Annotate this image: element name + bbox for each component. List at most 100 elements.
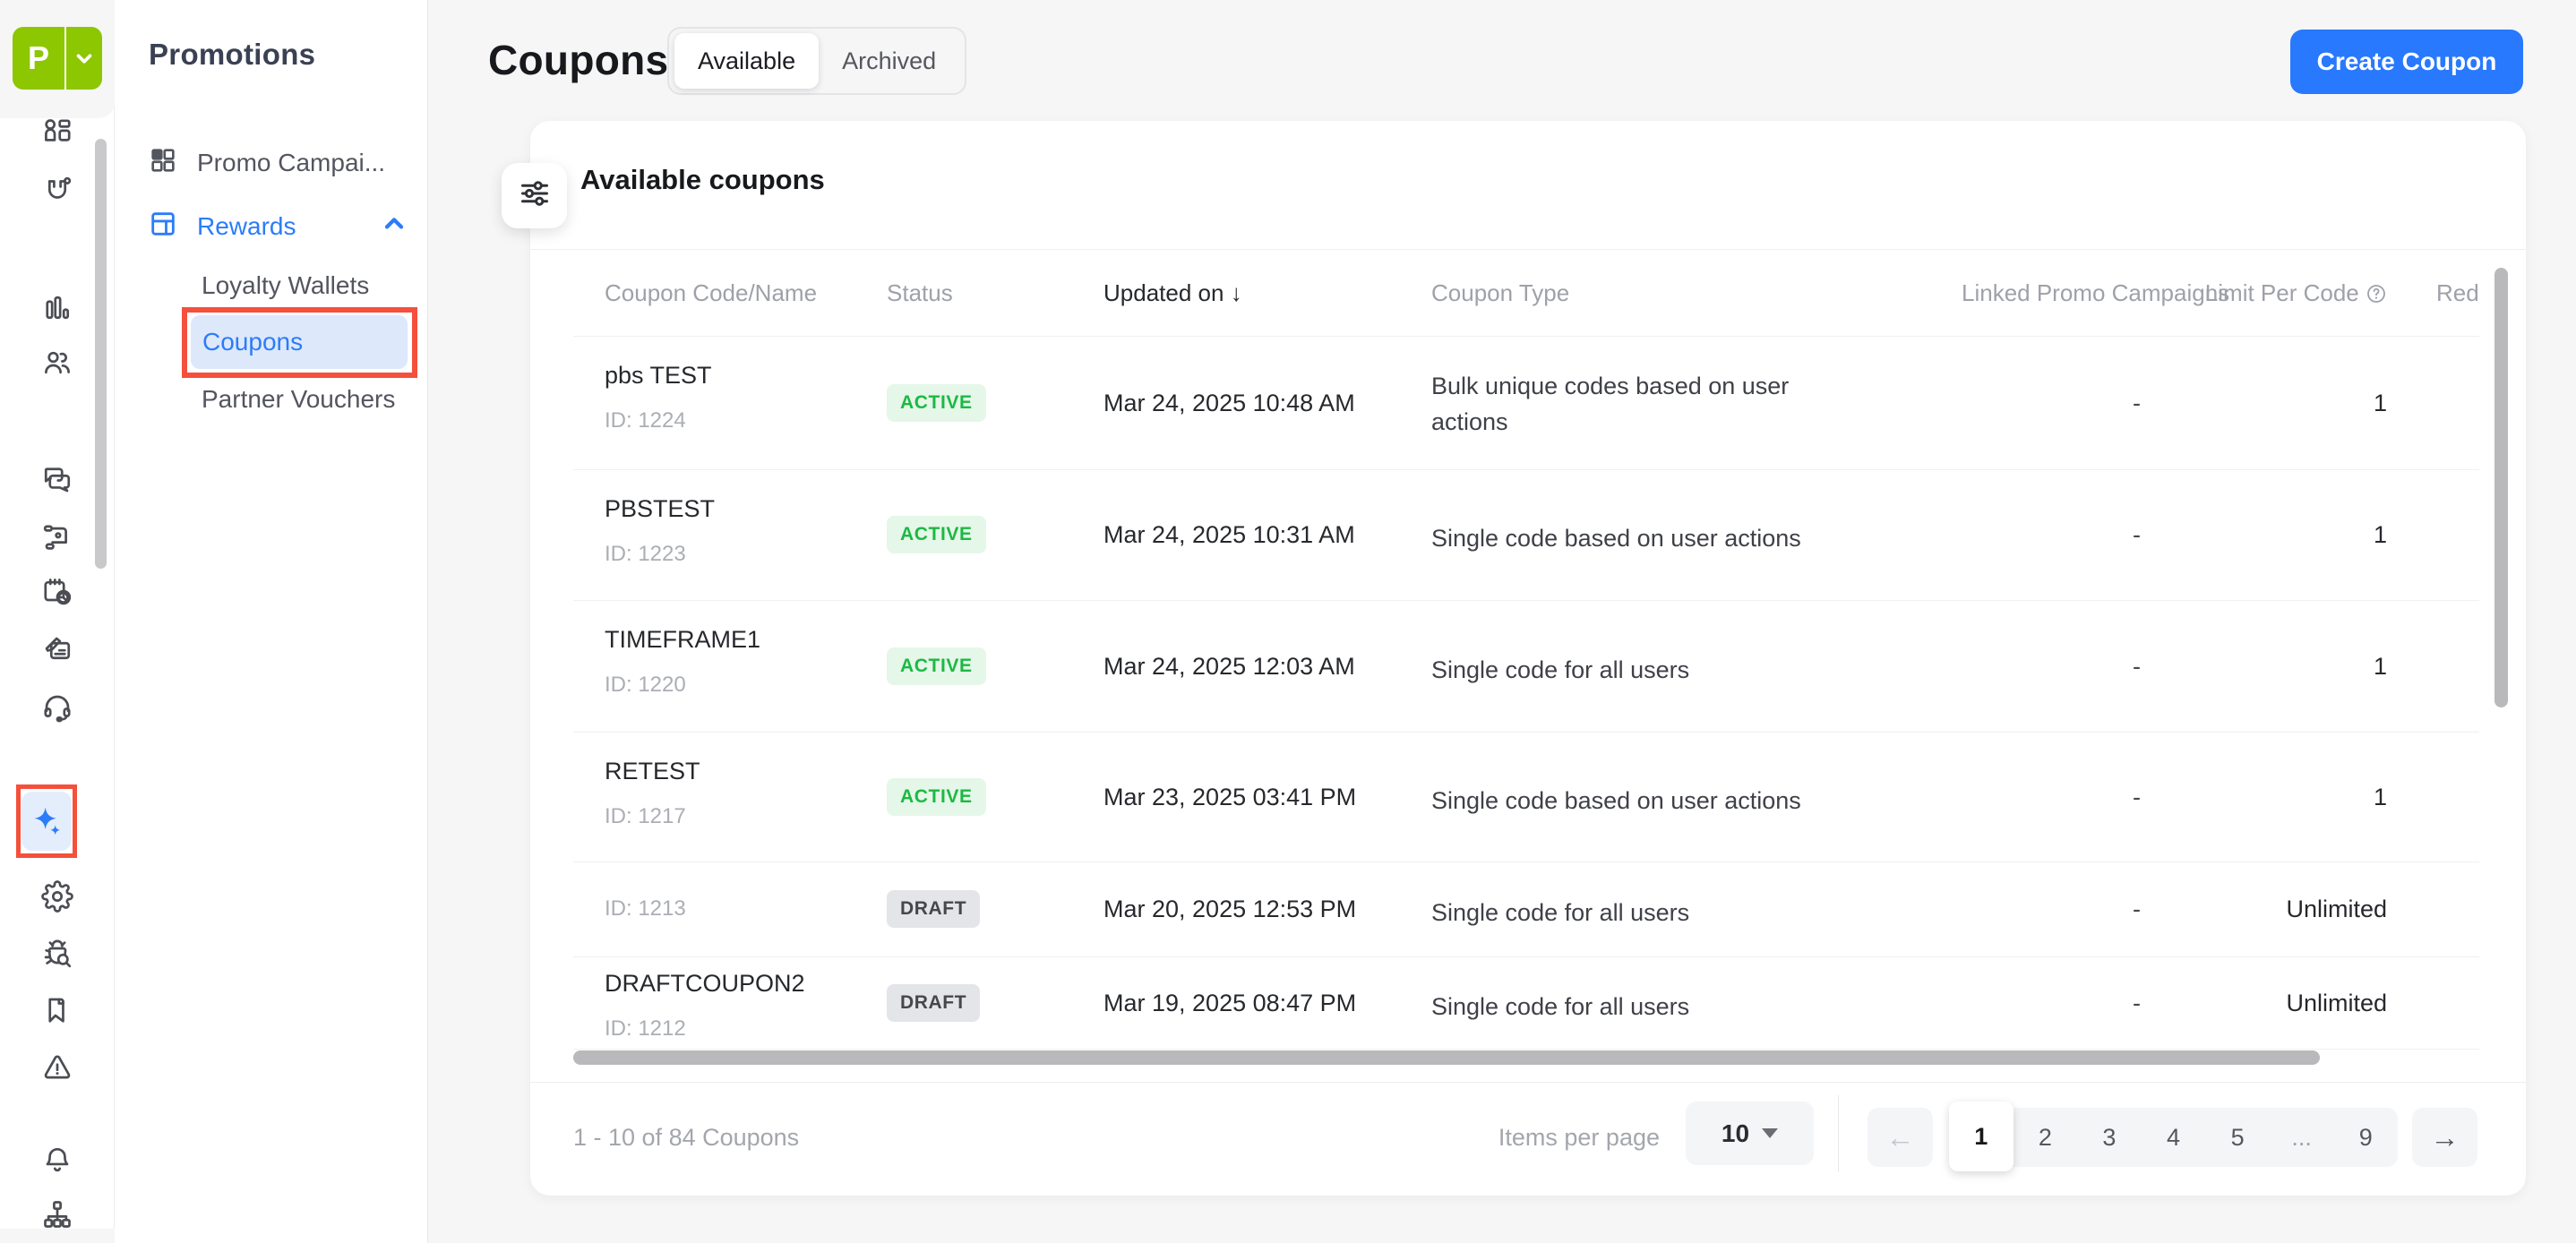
column-header-linked-campaigns[interactable]: Linked Promo Campaigns bbox=[1962, 279, 2230, 306]
coupon-type-cell: Single code based on user actions bbox=[1431, 525, 1801, 552]
arrow-left-icon: ← bbox=[1885, 1120, 1915, 1153]
pagination-page-2[interactable]: 2 bbox=[2038, 1123, 2052, 1151]
gear-icon[interactable] bbox=[39, 879, 75, 914]
coupon-id: ID: 1220 bbox=[605, 673, 686, 697]
coupon-id: ID: 1213 bbox=[605, 896, 686, 921]
coupon-name: TIMEFRAME1 bbox=[605, 626, 761, 653]
limit-per-code-cell: 1 bbox=[2373, 390, 2387, 416]
pagination-prev-button[interactable]: ← bbox=[1868, 1108, 1933, 1167]
coupon-name: DRAFTCOUPON2 bbox=[605, 970, 805, 997]
filter-button[interactable] bbox=[502, 163, 567, 228]
sidebar-item-coupons[interactable]: Coupons bbox=[191, 315, 408, 369]
annotation-box-coupons bbox=[182, 307, 417, 378]
column-header-limit-per-code[interactable]: Limit Per Code bbox=[2163, 279, 2387, 307]
pagination-page-9[interactable]: 9 bbox=[2358, 1123, 2373, 1151]
card-title: Available coupons bbox=[580, 164, 825, 195]
linked-campaigns-cell: - bbox=[2133, 390, 2141, 416]
table-row[interactable]: RETEST ID: 1217 ACTIVE Mar 23, 2025 03:41 P… bbox=[530, 733, 2479, 862]
create-coupon-button[interactable]: Create Coupon bbox=[2290, 30, 2523, 94]
table-row[interactable]: pbs TEST ID: 1224 ACTIVE Mar 24, 2025 10:48… bbox=[530, 337, 2479, 470]
table-row[interactable]: PBSTEST ID: 1223 ACTIVE Mar 24, 2025 10:31 … bbox=[530, 470, 2479, 601]
grid-icon bbox=[149, 146, 177, 181]
column-header-status[interactable]: Status bbox=[887, 279, 953, 306]
sidebar-item-label: Rewards bbox=[197, 212, 296, 240]
magnet-icon[interactable] bbox=[39, 173, 75, 209]
divider bbox=[573, 956, 2479, 957]
chat-icon[interactable] bbox=[39, 461, 75, 497]
sidebar-item-loyalty-wallets[interactable]: Loyalty Wallets bbox=[202, 271, 370, 299]
tab-archived[interactable]: Archived bbox=[842, 47, 937, 74]
pagination-page-3[interactable]: 3 bbox=[2102, 1123, 2117, 1151]
pagination-page-5[interactable]: 5 bbox=[2230, 1123, 2245, 1151]
chevron-down-icon[interactable] bbox=[66, 27, 102, 90]
tab-available[interactable]: Available bbox=[674, 33, 820, 89]
sidebar-item-partner-vouchers[interactable]: Partner Vouchers bbox=[202, 385, 396, 413]
table-row[interactable]: ID: 1213 DRAFT Mar 20, 2025 12:53 PM Single… bbox=[530, 862, 2479, 957]
promotions-panel: Promotions Promo Campai... Rewards Loyal… bbox=[115, 0, 428, 1243]
calendar-history-icon[interactable] bbox=[39, 574, 75, 610]
limit-per-code-cell: Unlimited bbox=[2286, 896, 2387, 922]
table-header-row: Coupon Code/Name Status Updated on ↓ Cou… bbox=[530, 249, 2479, 337]
horizontal-scrollbar[interactable] bbox=[573, 1050, 2320, 1065]
bell-icon[interactable] bbox=[39, 1142, 75, 1178]
coupon-type-cell: Bulk unique codes based on user actions bbox=[1431, 373, 1790, 435]
help-circle-icon[interactable] bbox=[2366, 283, 2387, 304]
rail-scrollbar[interactable] bbox=[95, 139, 107, 569]
workspace-switcher[interactable]: P bbox=[13, 27, 102, 90]
workspace-logo: P bbox=[13, 27, 66, 90]
table-row[interactable]: DRAFTCOUPON2 ID: 1212 DRAFT Mar 19, 2025 08… bbox=[530, 957, 2479, 1050]
linked-campaigns-cell: - bbox=[2133, 521, 2141, 548]
sidebar-item-promo-campaigns[interactable]: Promo Campai... bbox=[149, 142, 408, 184]
bug-search-icon[interactable] bbox=[39, 936, 75, 972]
updated-on-cell: Mar 20, 2025 12:53 PM bbox=[1103, 896, 1357, 922]
sitemap-icon[interactable] bbox=[39, 1196, 75, 1232]
chevron-up-icon[interactable] bbox=[380, 210, 408, 244]
limit-per-code-cell: 1 bbox=[2373, 521, 2387, 548]
linked-campaigns-cell: - bbox=[2133, 990, 2141, 1016]
ticket-edit-icon[interactable] bbox=[39, 631, 75, 667]
layout-icon bbox=[149, 210, 177, 244]
status-badge: ACTIVE bbox=[887, 647, 986, 685]
coupon-id: ID: 1217 bbox=[605, 804, 686, 828]
coupon-name: PBSTEST bbox=[605, 495, 716, 522]
pagination-pages: 1 2 3 4 5... 9 bbox=[1949, 1102, 2398, 1171]
column-header-code-name[interactable]: Coupon Code/Name bbox=[605, 279, 818, 306]
items-per-page-select[interactable]: 10 bbox=[1686, 1102, 1814, 1165]
pagination-next-button[interactable]: → bbox=[2412, 1108, 2477, 1167]
sidebar-item-rewards[interactable]: Rewards bbox=[149, 206, 408, 247]
warning-icon[interactable] bbox=[39, 1050, 75, 1085]
ai-assistant-button[interactable] bbox=[21, 792, 72, 851]
coupon-type-cell: Single code for all users bbox=[1431, 993, 1690, 1020]
column-header-updated-on[interactable]: Updated on ↓ bbox=[1103, 279, 1242, 306]
pagination-page-1[interactable]: 1 bbox=[1949, 1102, 2014, 1171]
column-header-redemptions-clipped[interactable]: Red bbox=[2436, 279, 2479, 306]
linked-campaigns-cell: - bbox=[2133, 784, 2141, 810]
column-header-coupon-type[interactable]: Coupon Type bbox=[1431, 279, 1570, 306]
status-badge: DRAFT bbox=[887, 890, 981, 928]
chevron-down-icon bbox=[1762, 1128, 1779, 1138]
sliders-icon bbox=[519, 177, 551, 214]
limit-per-code-cell: 1 bbox=[2373, 653, 2387, 680]
vertical-scrollbar[interactable] bbox=[2494, 268, 2508, 707]
pagination-page-4[interactable]: 4 bbox=[2167, 1123, 2181, 1151]
icon-rail: P bbox=[0, 0, 115, 1243]
sidebar-item-label: Promo Campai... bbox=[197, 149, 386, 176]
divider bbox=[573, 469, 2479, 470]
status-badge: ACTIVE bbox=[887, 778, 986, 816]
users-icon[interactable] bbox=[39, 345, 75, 381]
sort-descending-icon[interactable]: ↓ bbox=[1230, 279, 1242, 306]
status-badge: ACTIVE bbox=[887, 384, 986, 422]
panel-title: Promotions bbox=[149, 38, 316, 71]
limit-per-code-cell: 1 bbox=[2373, 784, 2387, 810]
flow-icon[interactable] bbox=[39, 519, 75, 554]
updated-on-cell: Mar 24, 2025 12:03 AM bbox=[1103, 653, 1355, 680]
bar-chart-icon[interactable] bbox=[39, 291, 75, 327]
items-per-page-value: 10 bbox=[1721, 1119, 1750, 1147]
coupon-type-cell: Single code based on user actions bbox=[1431, 787, 1801, 814]
headset-icon[interactable] bbox=[39, 690, 75, 725]
pagination-ellipsis: ... bbox=[2291, 1123, 2312, 1151]
dashboard-icon[interactable] bbox=[39, 115, 75, 150]
bookmark-icon[interactable] bbox=[39, 992, 75, 1028]
coupon-id: ID: 1224 bbox=[605, 408, 686, 433]
table-row[interactable]: TIMEFRAME1 ID: 1220 ACTIVE Mar 24, 2025 12:… bbox=[530, 601, 2479, 733]
